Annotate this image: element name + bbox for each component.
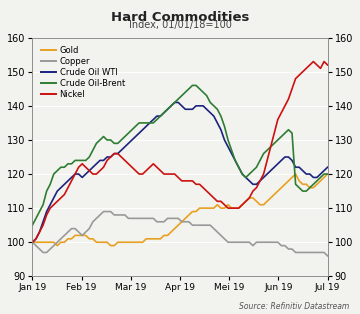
Crude Oil-Brent	[34, 216, 38, 220]
Crude Oil-Brent	[258, 159, 262, 162]
Copper	[272, 240, 276, 244]
Copper	[180, 220, 184, 224]
Text: Index, 01/01/18=100: Index, 01/01/18=100	[129, 20, 231, 30]
Gold	[30, 240, 35, 244]
Copper	[165, 216, 170, 220]
Crude Oil WTI	[172, 100, 177, 104]
Copper	[34, 244, 38, 247]
Nickel	[162, 172, 166, 176]
Crude Oil WTI	[258, 179, 262, 183]
Crude Oil-Brent	[325, 172, 330, 176]
Text: Source: Refinitiv Datastream: Source: Refinitiv Datastream	[239, 302, 349, 311]
Crude Oil-Brent	[272, 142, 276, 145]
Nickel	[48, 206, 52, 210]
Gold	[48, 240, 52, 244]
Gold	[34, 240, 38, 244]
Crude Oil-Brent	[176, 97, 180, 101]
Copper	[102, 210, 106, 214]
Gold	[293, 172, 298, 176]
Gold	[258, 203, 262, 207]
Line: Crude Oil WTI: Crude Oil WTI	[32, 102, 328, 242]
Gold	[325, 172, 330, 176]
Line: Crude Oil-Brent: Crude Oil-Brent	[32, 85, 328, 225]
Crude Oil WTI	[272, 165, 276, 169]
Line: Nickel: Nickel	[32, 62, 328, 242]
Crude Oil WTI	[48, 203, 52, 207]
Gold	[272, 192, 276, 196]
Crude Oil WTI	[325, 165, 330, 169]
Nickel	[269, 145, 273, 149]
Copper	[30, 240, 35, 244]
Copper	[258, 240, 262, 244]
Legend: Gold, Copper, Crude Oil WTI, Crude Oil-Brent, Nickel: Gold, Copper, Crude Oil WTI, Crude Oil-B…	[40, 44, 126, 101]
Line: Gold: Gold	[32, 174, 328, 246]
Crude Oil WTI	[34, 237, 38, 241]
Line: Copper: Copper	[32, 212, 328, 256]
Text: Hard Commodities: Hard Commodities	[111, 11, 249, 24]
Nickel	[311, 60, 315, 63]
Crude Oil-Brent	[190, 84, 195, 87]
Crude Oil-Brent	[48, 182, 52, 186]
Gold	[165, 234, 170, 237]
Crude Oil WTI	[30, 240, 35, 244]
Nickel	[30, 240, 35, 244]
Copper	[48, 247, 52, 251]
Nickel	[34, 237, 38, 241]
Crude Oil-Brent	[162, 111, 166, 115]
Crude Oil-Brent	[30, 223, 35, 227]
Gold	[55, 244, 59, 247]
Nickel	[176, 176, 180, 179]
Gold	[180, 220, 184, 224]
Crude Oil WTI	[180, 104, 184, 108]
Nickel	[325, 63, 330, 67]
Nickel	[254, 186, 258, 190]
Copper	[325, 254, 330, 258]
Crude Oil WTI	[162, 111, 166, 115]
